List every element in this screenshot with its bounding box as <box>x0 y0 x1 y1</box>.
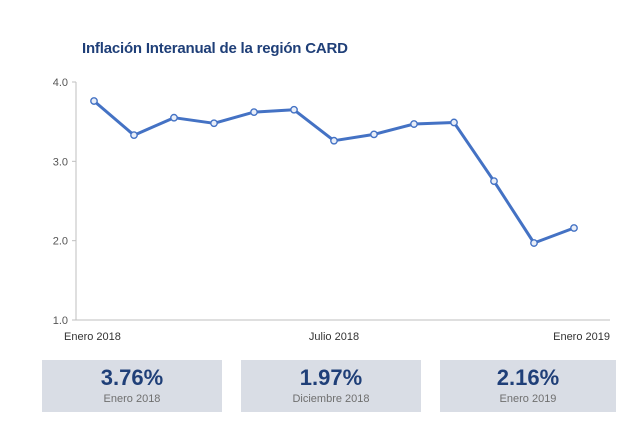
data-point <box>130 131 138 140</box>
summary-box-diciembre-2018: 1.97% Diciembre 2018 <box>241 360 421 412</box>
x-tick-label: Enero 2019 <box>553 331 610 343</box>
summary-value: 1.97% <box>299 365 363 390</box>
y-tick-label: 1.0 <box>53 315 68 327</box>
y-axis-ticks: 1.0 2.0 3.0 4.0 <box>53 77 76 327</box>
x-axis-ticks: Enero 2018 Julio 2018 Enero 2019 <box>64 331 610 343</box>
data-point <box>90 97 98 105</box>
y-tick-label: 2.0 <box>53 236 68 248</box>
data-point <box>490 177 498 186</box>
data-point <box>370 130 378 139</box>
data-point <box>210 119 218 128</box>
data-point <box>450 118 458 127</box>
summary-value: 2.16% <box>496 365 560 390</box>
data-points <box>90 97 578 247</box>
chart-axes <box>75 82 610 321</box>
y-tick-label: 3.0 <box>53 156 68 168</box>
data-point <box>330 136 338 145</box>
summary-label: Enero 2019 <box>499 393 557 405</box>
summary-box-enero-2019: 2.16% Enero 2019 <box>440 360 616 412</box>
summary-box-enero-2018: 3.76% Enero 2018 <box>42 360 222 412</box>
x-tick-label: Enero 2018 <box>64 331 121 343</box>
series-line <box>93 99 575 245</box>
data-point <box>290 105 298 114</box>
summary-label: Enero 2018 <box>103 393 161 405</box>
data-point <box>410 120 418 128</box>
summary-label: Diciembre 2018 <box>292 393 370 405</box>
line-chart: 1.02.03.04.0 Enero 2018 Julio 2018 Enero 2… <box>53 77 610 343</box>
data-point <box>250 108 258 117</box>
y-tick-label: 4.0 <box>53 77 68 89</box>
data-point <box>530 239 538 247</box>
chart-title: Inflación Interanual de la región CARD <box>82 40 348 57</box>
data-point <box>570 224 578 232</box>
summary-value: 3.76% <box>100 365 164 390</box>
data-point <box>170 113 178 122</box>
x-tick-label: Julio 2018 <box>309 331 359 343</box>
